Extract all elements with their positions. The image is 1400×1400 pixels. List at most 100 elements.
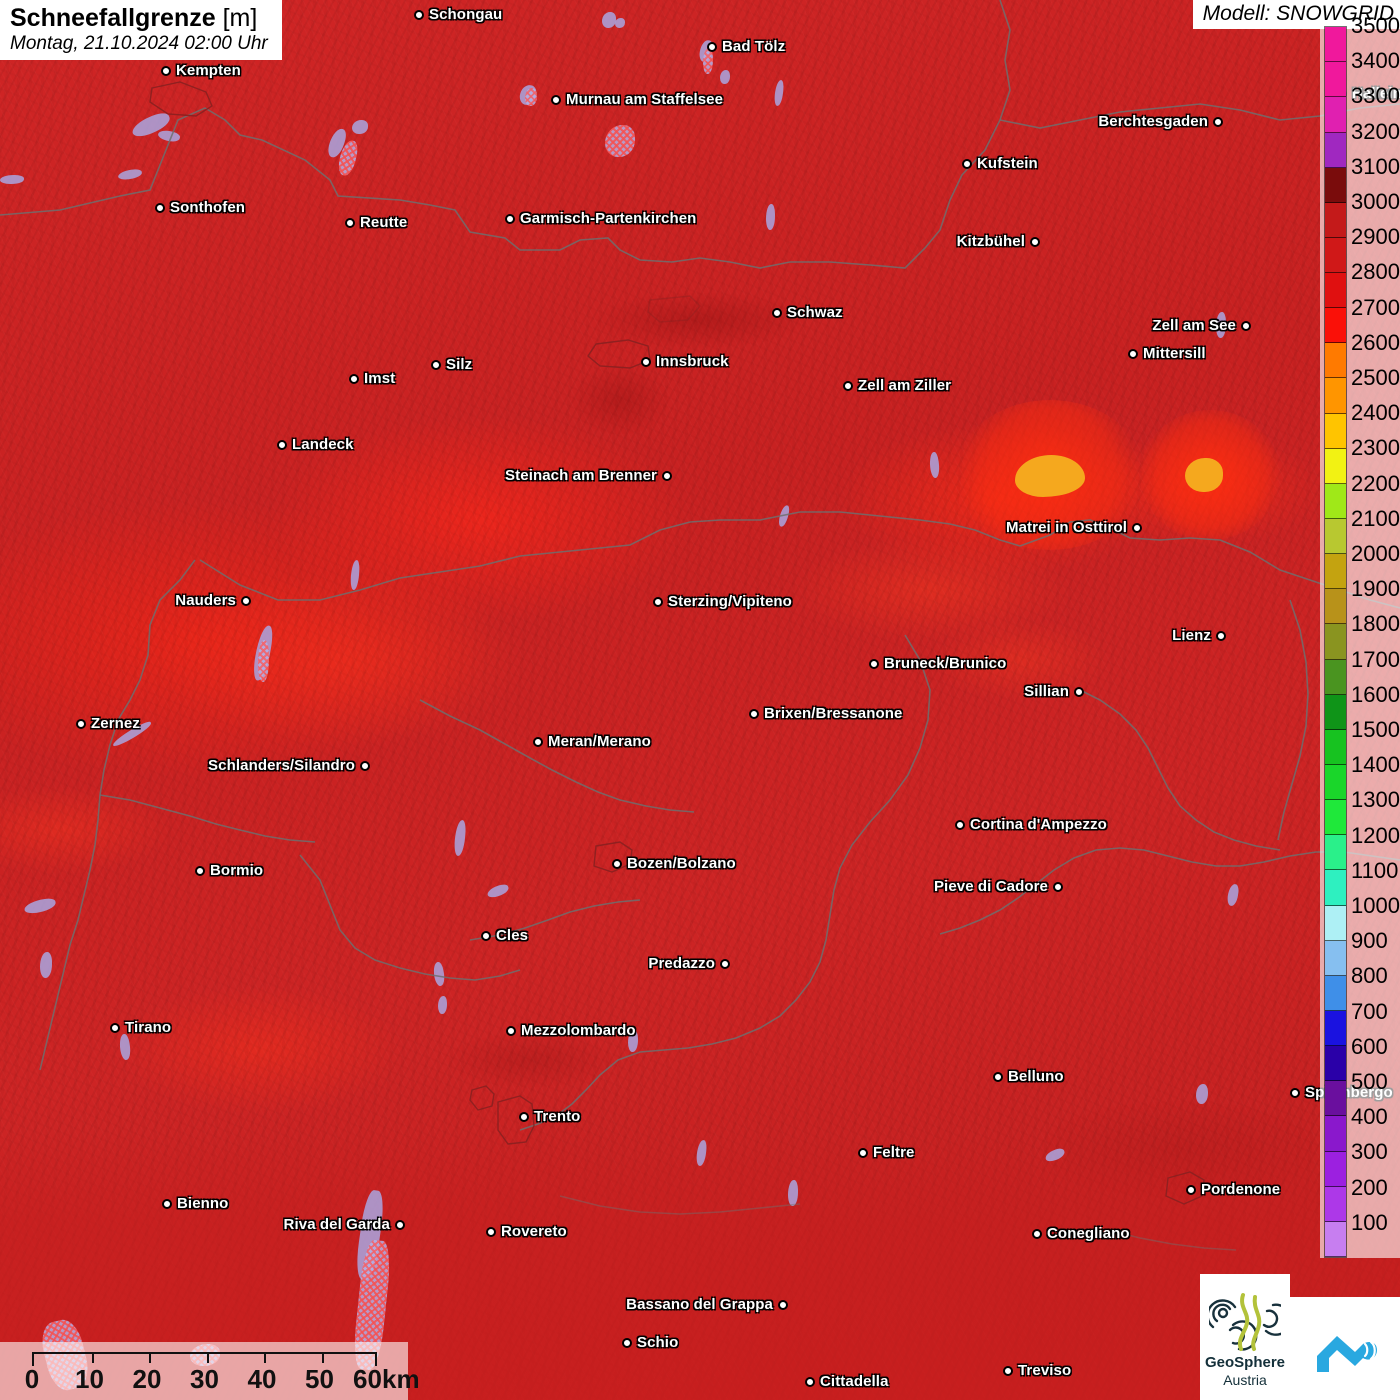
- colorbar-cell: [1325, 27, 1346, 63]
- city-dot-icon: [993, 1071, 1003, 1082]
- scale-label: 60km: [353, 1364, 420, 1394]
- colorbar-cell: [1325, 1151, 1346, 1187]
- city-marker: Zell am See: [1152, 317, 1251, 334]
- city-dot-icon: [505, 213, 515, 224]
- city-label: Garmisch-Partenkirchen: [520, 210, 697, 227]
- city-dot-icon: [1003, 1365, 1013, 1376]
- colorbar-cell: [1325, 62, 1346, 98]
- colorbar-cell: [1325, 800, 1346, 836]
- city-label: Kufstein: [977, 155, 1038, 172]
- colorbar-tick-label: 600: [1351, 1033, 1388, 1059]
- colorbar-tick-label: 500: [1351, 1069, 1388, 1094]
- city-dot-icon: [195, 865, 205, 876]
- city-marker: Zernez: [76, 715, 140, 732]
- city-dot-icon: [533, 736, 543, 747]
- city-dot-icon: [707, 41, 717, 52]
- scale-tick: [206, 1354, 209, 1363]
- city-dot-icon: [1186, 1184, 1196, 1195]
- snowline-anomaly-east: [1140, 410, 1280, 540]
- city-label: Murnau am Staffelsee: [566, 91, 724, 108]
- colorbar-cell: [1325, 308, 1346, 344]
- city-label: Feltre: [873, 1144, 915, 1161]
- scale-label: 0: [24, 1364, 40, 1394]
- city-label: Bienno: [177, 1195, 229, 1212]
- city-marker: Sillian: [1024, 683, 1084, 700]
- city-marker: Bozen/Bolzano: [612, 855, 736, 872]
- city-label: Schlanders/Silandro: [208, 757, 355, 774]
- city-marker: Sterzing/Vipiteno: [653, 593, 792, 610]
- city-label: Zell am Ziller: [858, 377, 952, 394]
- city-label: Mittersill: [1143, 345, 1206, 362]
- city-dot-icon: [962, 158, 972, 169]
- title-parameter: Schneefallgrenze: [10, 4, 216, 32]
- avalanche-service-logo[interactable]: [1290, 1297, 1400, 1400]
- city-label: Mezzolombardo: [521, 1022, 636, 1039]
- colorbar-tick-label: 400: [1351, 1104, 1388, 1130]
- city-label: Rovereto: [501, 1223, 567, 1240]
- colorbar-cell: [1325, 870, 1346, 906]
- city-dot-icon: [431, 359, 441, 370]
- colorbar-cell: [1325, 1116, 1346, 1152]
- colorbar-cell: [1325, 905, 1346, 941]
- city-marker: Bormio: [195, 862, 263, 879]
- city-label: Belluno: [1008, 1068, 1064, 1085]
- city-dot-icon: [76, 718, 86, 729]
- city-marker: Innsbruck: [641, 353, 729, 370]
- city-dot-icon: [481, 930, 491, 941]
- colorbar-cell: [1325, 624, 1346, 660]
- city-marker: Kempten: [161, 62, 241, 79]
- city-marker: Cortina d'Ampezzo: [955, 816, 1107, 833]
- city-label: Brixen/Bressanone: [764, 705, 903, 722]
- city-marker: Tirano: [110, 1019, 171, 1036]
- city-label: Lienz: [1172, 627, 1211, 644]
- city-label: Cortina d'Ampezzo: [970, 816, 1107, 833]
- colorbar-cell: [1325, 448, 1346, 484]
- city-marker: Pieve di Cadore: [934, 878, 1063, 895]
- colorbar-cell: [1325, 659, 1346, 695]
- colorbar-cell: [1325, 97, 1346, 133]
- scale-tick: [264, 1354, 266, 1363]
- scale-label: 20: [132, 1364, 162, 1394]
- city-dot-icon: [653, 596, 663, 607]
- city-label: Pordenone: [1201, 1181, 1281, 1198]
- colorbar-cell: [1325, 483, 1346, 520]
- scale-bar-ticks: [32, 1352, 377, 1366]
- colorbar-cell: [1325, 202, 1346, 238]
- geosphere-austria-logo[interactable]: GeoSphere Austria: [1200, 1274, 1290, 1400]
- city-marker: Conegliano: [1032, 1225, 1130, 1242]
- city-dot-icon: [772, 307, 782, 318]
- model-box: Modell: SNOWGRID: [1192, 0, 1400, 29]
- city-dot-icon: [720, 958, 730, 969]
- colorbar-tick-label: 3300: [1351, 83, 1400, 109]
- colorbar-labels: 100 200 300 400 500 600 700 800 900 1000 1100 1200 1…: [1347, 15, 1400, 1258]
- city-label: Landeck: [292, 436, 354, 453]
- colorbar-cell: [1325, 589, 1346, 625]
- city-marker: Riva del Garda: [284, 1216, 405, 1233]
- city-marker: Imst: [349, 370, 395, 387]
- scale-label: 40: [247, 1364, 277, 1394]
- colorbar-cell: [1325, 1186, 1346, 1222]
- colorbar-tick-label: 2500: [1351, 365, 1400, 390]
- geosphere-mark-icon: [1209, 1293, 1281, 1352]
- city-label: Zernez: [91, 715, 140, 732]
- city-label: Steinach am Brenner: [505, 467, 657, 484]
- anomaly-core-west: [1015, 455, 1085, 497]
- city-label: Schio: [637, 1334, 679, 1351]
- colorbar-tick-label: 1900: [1351, 576, 1400, 602]
- city-dot-icon: [360, 760, 370, 771]
- city-marker: Meran/Merano: [533, 733, 651, 750]
- city-label: Bad Tölz: [722, 38, 786, 55]
- page-title: Schneefallgrenze [m]: [10, 4, 268, 32]
- city-dot-icon: [1053, 881, 1063, 892]
- city-label: Schongau: [429, 6, 503, 23]
- colorbar-tick-label: 1600: [1351, 681, 1400, 707]
- city-label: Bormio: [210, 862, 264, 879]
- colorbar-tick-label: 1400: [1351, 752, 1400, 778]
- colorbar-legend[interactable]: 100 200 300 400 500 600 700 800 900 1000 1100 1200 1…: [1320, 15, 1400, 1258]
- colorbar-tick-label: 2100: [1351, 505, 1400, 531]
- city-dot-icon: [1128, 348, 1138, 359]
- city-label: Zell am See: [1152, 317, 1236, 334]
- city-marker: Bruneck/Brunico: [869, 655, 1006, 672]
- city-marker: Silz: [431, 356, 472, 373]
